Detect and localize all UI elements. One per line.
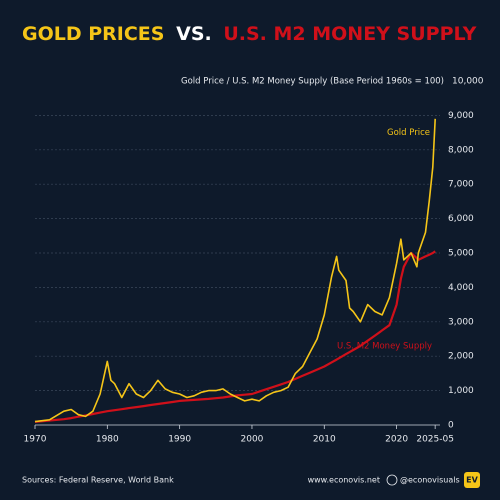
y-tick-label: 5,000 bbox=[448, 249, 474, 259]
y-tick-label: 3,000 bbox=[448, 317, 474, 327]
title-part: GOLD PRICES bbox=[22, 23, 164, 45]
y-tick-label: 7,000 bbox=[448, 180, 474, 190]
y-tick-label: 2,000 bbox=[448, 352, 474, 362]
y-tick-label: 0 bbox=[448, 421, 454, 431]
y-tick-label: 9,000 bbox=[448, 111, 474, 121]
y-axis-label: Gold Price / U.S. M2 Money Supply (Base … bbox=[181, 77, 444, 87]
series-label: U.S. M2 Money Supply bbox=[337, 341, 432, 351]
title-part: U.S. M2 MONEY SUPPLY bbox=[223, 23, 476, 45]
logo: EV bbox=[466, 476, 478, 485]
series-label: Gold Price bbox=[387, 128, 430, 138]
series-line bbox=[34, 250, 436, 423]
x-icon bbox=[386, 474, 398, 486]
y-tick-label: 1,000 bbox=[448, 386, 474, 396]
y-tick-label: 8,000 bbox=[448, 145, 474, 155]
plot: 0 1,000 2,000 3,000 4,000 5,000 6,000 7,000 8,00… bbox=[24, 77, 484, 445]
y-tick-label: 4,000 bbox=[448, 283, 474, 293]
x-tick-label: 2010 bbox=[313, 435, 336, 445]
y-tick-label: 10,000 bbox=[452, 77, 484, 87]
x-tick-label: 2000 bbox=[241, 435, 264, 445]
y-tick-label: 6,000 bbox=[448, 214, 474, 224]
x-tick-label: 2025-05 bbox=[416, 435, 454, 445]
chart-title: GOLD PRICES VS. U.S. M2 MONEY SUPPLY bbox=[22, 23, 477, 45]
x-tick-label: 1990 bbox=[168, 435, 191, 445]
logo-box bbox=[464, 472, 480, 488]
x-tick-label: 2020 bbox=[385, 435, 408, 445]
x-tick-label: 1970 bbox=[24, 435, 47, 445]
source: Sources: Federal Reserve, World Bank bbox=[22, 476, 174, 485]
handle: @econovisuals bbox=[400, 476, 460, 485]
title-part: VS. bbox=[176, 23, 212, 45]
series-line bbox=[34, 118, 436, 423]
x-tick-label: 1980 bbox=[96, 435, 119, 445]
website: www.econovis.net bbox=[308, 476, 380, 485]
